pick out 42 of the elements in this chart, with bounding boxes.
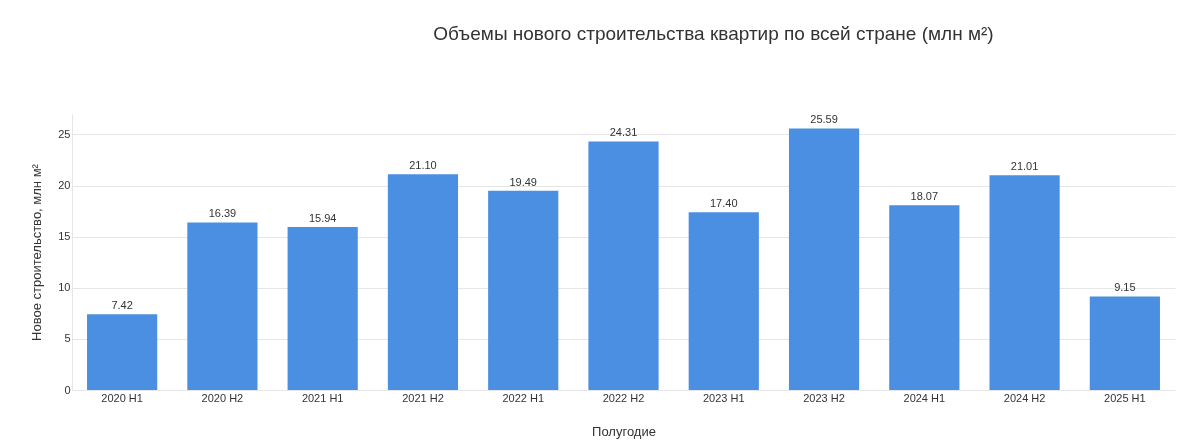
x-tick-label: 2021 H2 (402, 391, 444, 404)
data-label: 18.07 (910, 190, 939, 203)
data-label: 21.10 (409, 159, 437, 172)
y-tick-label: 15 (58, 230, 71, 243)
x-tick-label: 2023 H1 (702, 391, 745, 404)
data-label: 16.39 (208, 207, 237, 220)
data-label: 24.31 (609, 126, 638, 139)
data-label: 17.40 (710, 197, 738, 210)
bar (889, 205, 960, 390)
bar (588, 141, 659, 390)
bar (688, 212, 759, 390)
data-label: 25.59 (810, 113, 838, 126)
data-label: 9.15 (1114, 281, 1136, 294)
bar (87, 314, 158, 390)
y-axis-title: Новое строительство, млн м² (29, 163, 45, 341)
x-axis-title: Полугодие (592, 423, 656, 439)
y-tick-label: 0 (64, 383, 71, 396)
x-tick-label: 2022 H1 (502, 391, 545, 404)
x-tick-label: 2020 H1 (101, 391, 143, 404)
x-tick-label: 2025 H1 (1104, 391, 1146, 404)
bar (387, 174, 459, 390)
data-label: 19.49 (509, 175, 537, 188)
bar (287, 227, 358, 390)
x-tick-label: 2024 H1 (903, 391, 946, 404)
chart-title: Объемы нового строительства квартир по всей стране (млн м²) (433, 23, 994, 44)
data-label: 7.42 (111, 299, 133, 312)
x-tick-label: 2021 H1 (301, 391, 344, 404)
bar (989, 175, 1060, 390)
data-label: 21.01 (1010, 160, 1039, 173)
y-tick-label: 25 (58, 127, 71, 140)
x-tick-label: 2024 H2 (1003, 391, 1046, 404)
y-tick-label: 20 (58, 179, 71, 192)
bar (788, 128, 860, 390)
bar (187, 222, 258, 390)
bar (488, 190, 559, 390)
bar (1089, 296, 1160, 390)
x-tick-label: 2023 H2 (803, 391, 845, 404)
data-label: 15.94 (308, 212, 337, 225)
x-tick-label: 2022 H2 (602, 391, 645, 404)
x-tick-label: 2020 H2 (201, 391, 244, 404)
y-tick-label: 10 (58, 281, 71, 294)
y-tick-label: 5 (64, 332, 71, 345)
